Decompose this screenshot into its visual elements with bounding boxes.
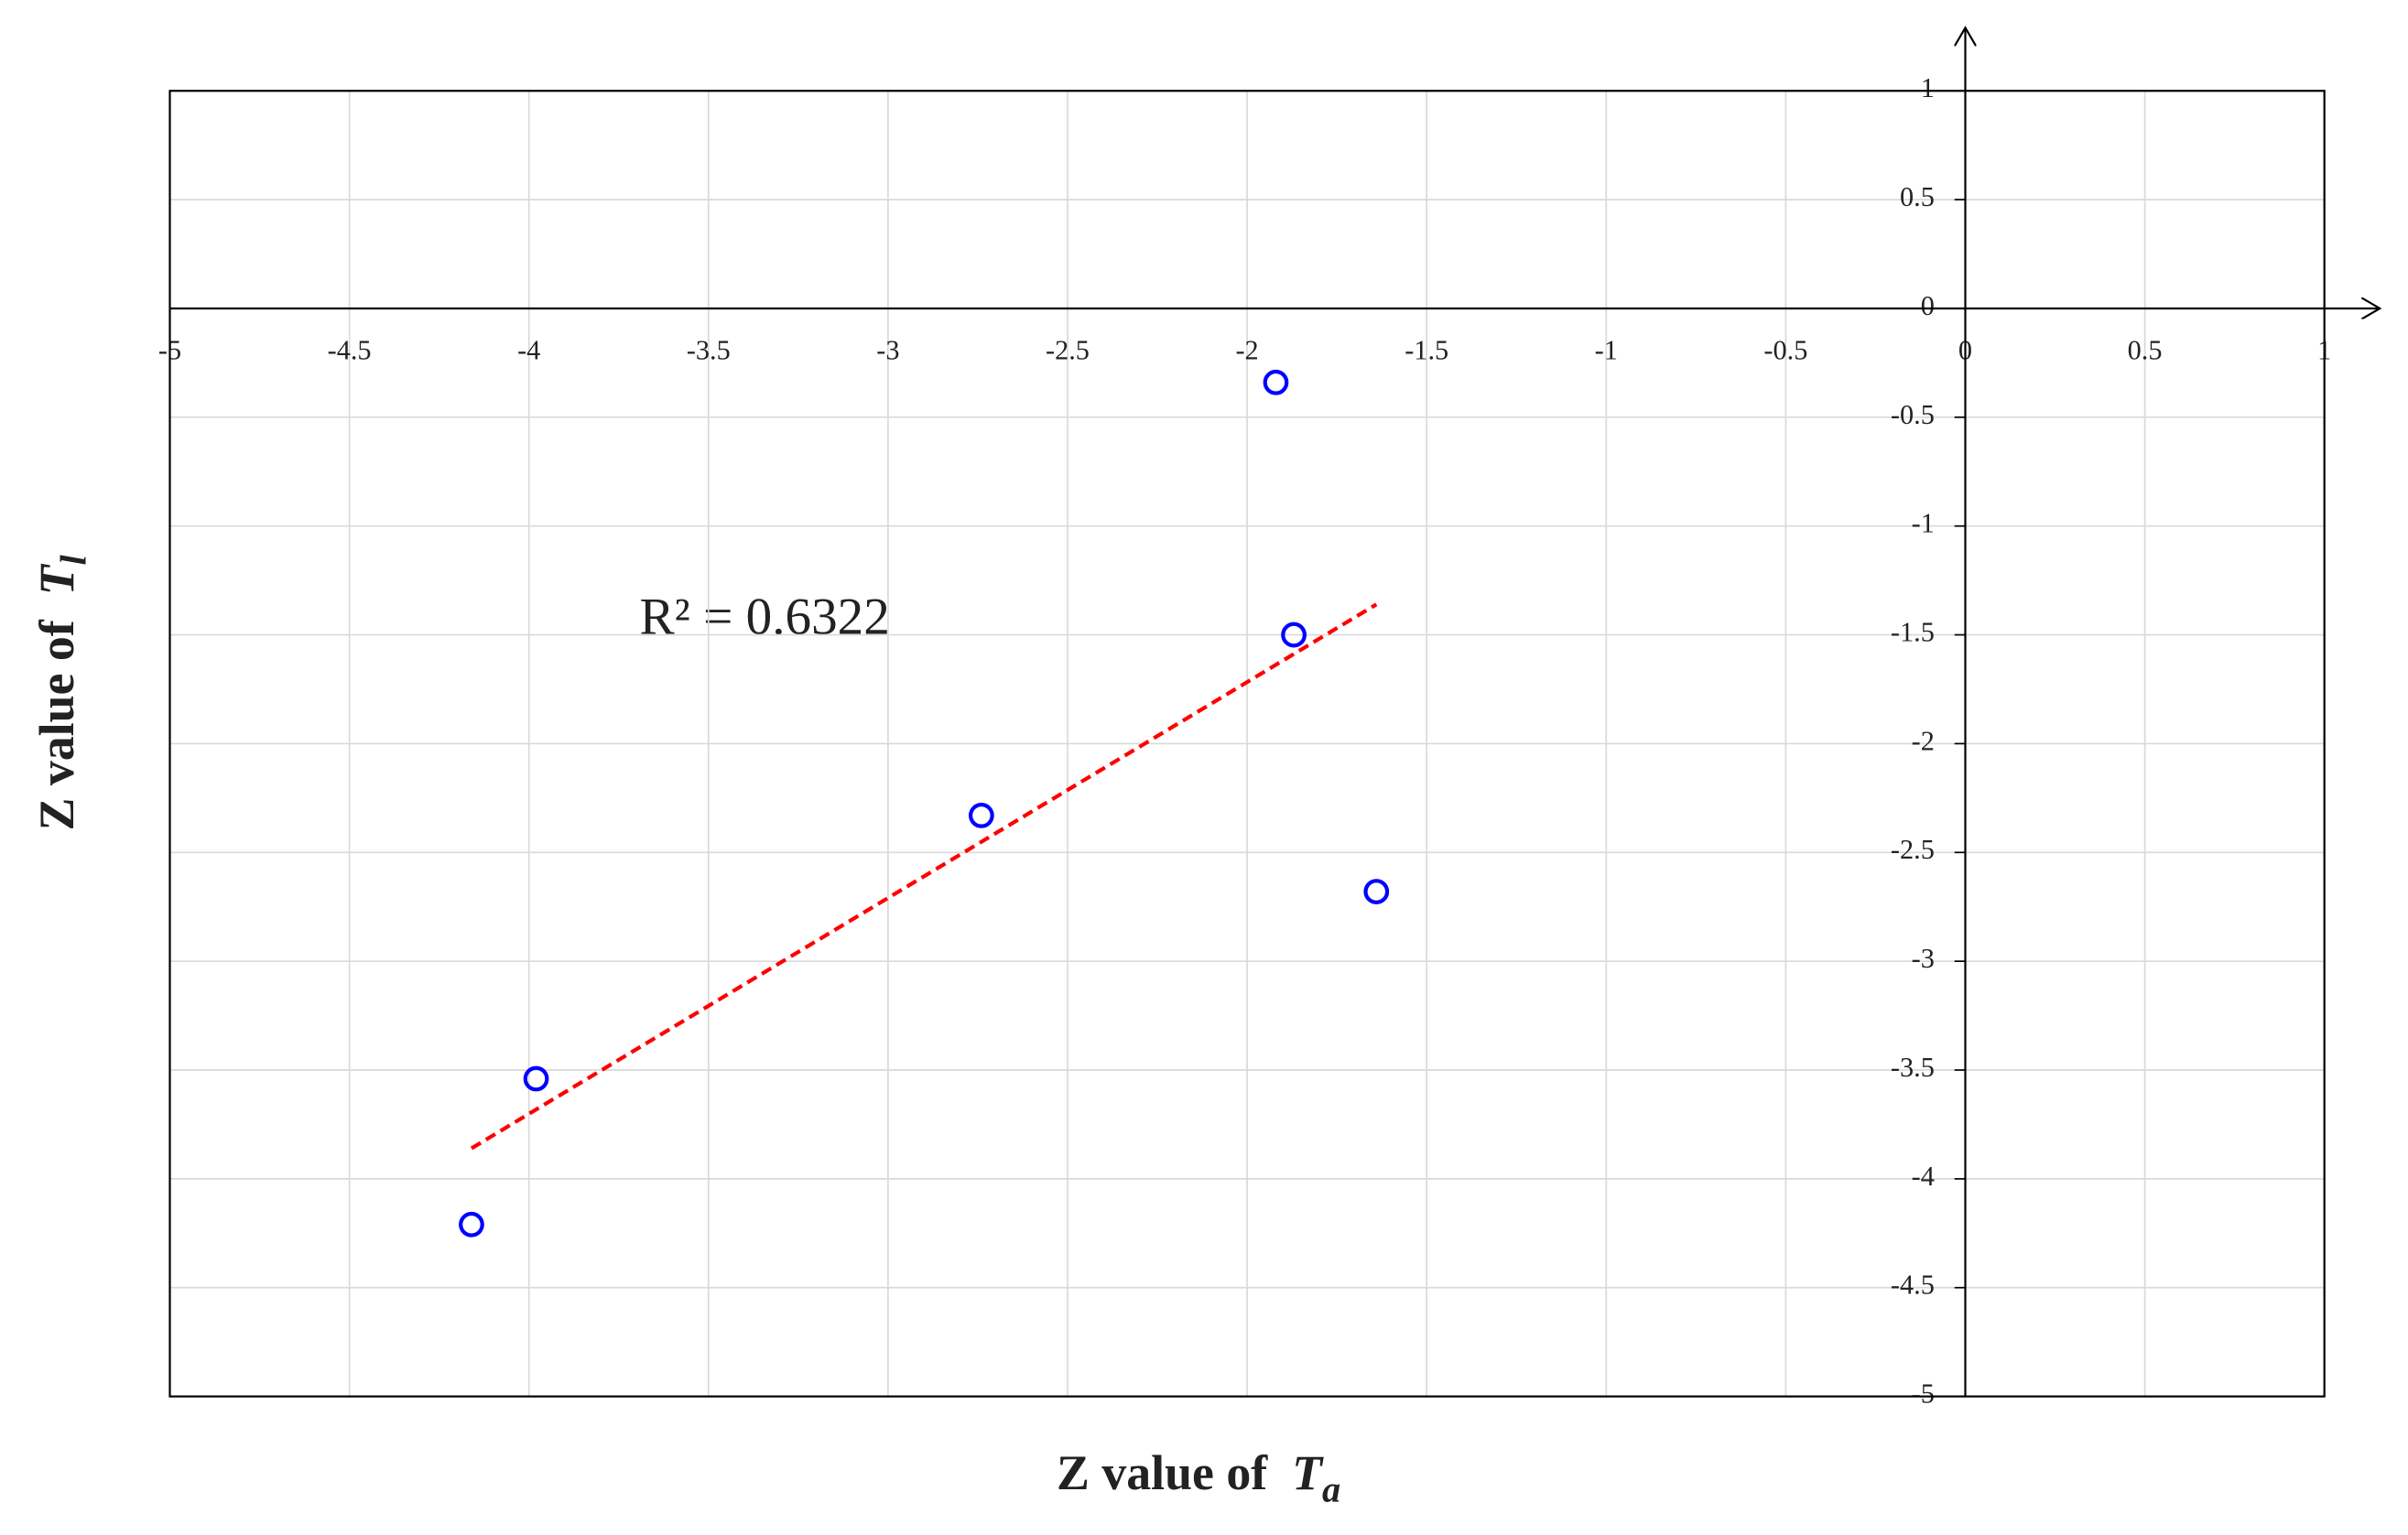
- point: [1281, 622, 1307, 648]
- y-label-subscript: l: [53, 555, 94, 566]
- y-tick-label: 0.5: [1900, 181, 1935, 212]
- x-tick-label: -2.5: [1046, 335, 1090, 366]
- y-tick-label: -0.5: [1891, 399, 1935, 430]
- x-label-subscript: a: [1322, 1469, 1340, 1510]
- x-label-symbol: T: [1292, 1445, 1324, 1500]
- y-tick-label: -3: [1912, 943, 1935, 974]
- r-squared: R² = 0.6322: [640, 589, 890, 646]
- y-tick-label: -1.5: [1891, 617, 1935, 648]
- x-tick-label: -1: [1595, 335, 1618, 366]
- x-tick-label: -4: [517, 335, 540, 366]
- x-axis-label: Z value of Ta: [1057, 1445, 1340, 1510]
- y-tick-label: -5: [1912, 1378, 1935, 1410]
- y-label-text: Z value of: [29, 619, 84, 830]
- y-tick-label: 0: [1921, 290, 1935, 321]
- y-axis-label: Z value of Tl: [29, 555, 94, 831]
- point: [459, 1211, 484, 1238]
- trendline: [470, 602, 1378, 1151]
- y-tick-label: -2.5: [1891, 834, 1935, 865]
- point: [968, 803, 994, 828]
- plot-frame: [168, 90, 2326, 1398]
- y-tick-label: -4: [1912, 1161, 1935, 1192]
- x-tick-label: -4.5: [328, 335, 372, 366]
- x-tick-label: -2: [1235, 335, 1258, 366]
- point: [523, 1065, 549, 1092]
- x-tick-label: -0.5: [1763, 335, 1807, 366]
- x-tick-label: 0.5: [2128, 335, 2163, 366]
- y-tick-label: 1: [1921, 72, 1935, 103]
- y-label-symbol: T: [29, 563, 84, 595]
- x-tick-label: -3.5: [687, 335, 731, 366]
- y-tick-label: -3.5: [1891, 1052, 1935, 1083]
- x-tick-label: -1.5: [1405, 335, 1448, 366]
- x-label-text: Z value of: [1057, 1445, 1268, 1500]
- point: [1363, 879, 1390, 904]
- y-tick-label: -2: [1912, 725, 1935, 756]
- y-tick-label: -1: [1912, 508, 1935, 539]
- point: [1263, 369, 1289, 395]
- y-tick-label: -4.5: [1891, 1270, 1935, 1301]
- x-tick-label: -3: [876, 335, 899, 366]
